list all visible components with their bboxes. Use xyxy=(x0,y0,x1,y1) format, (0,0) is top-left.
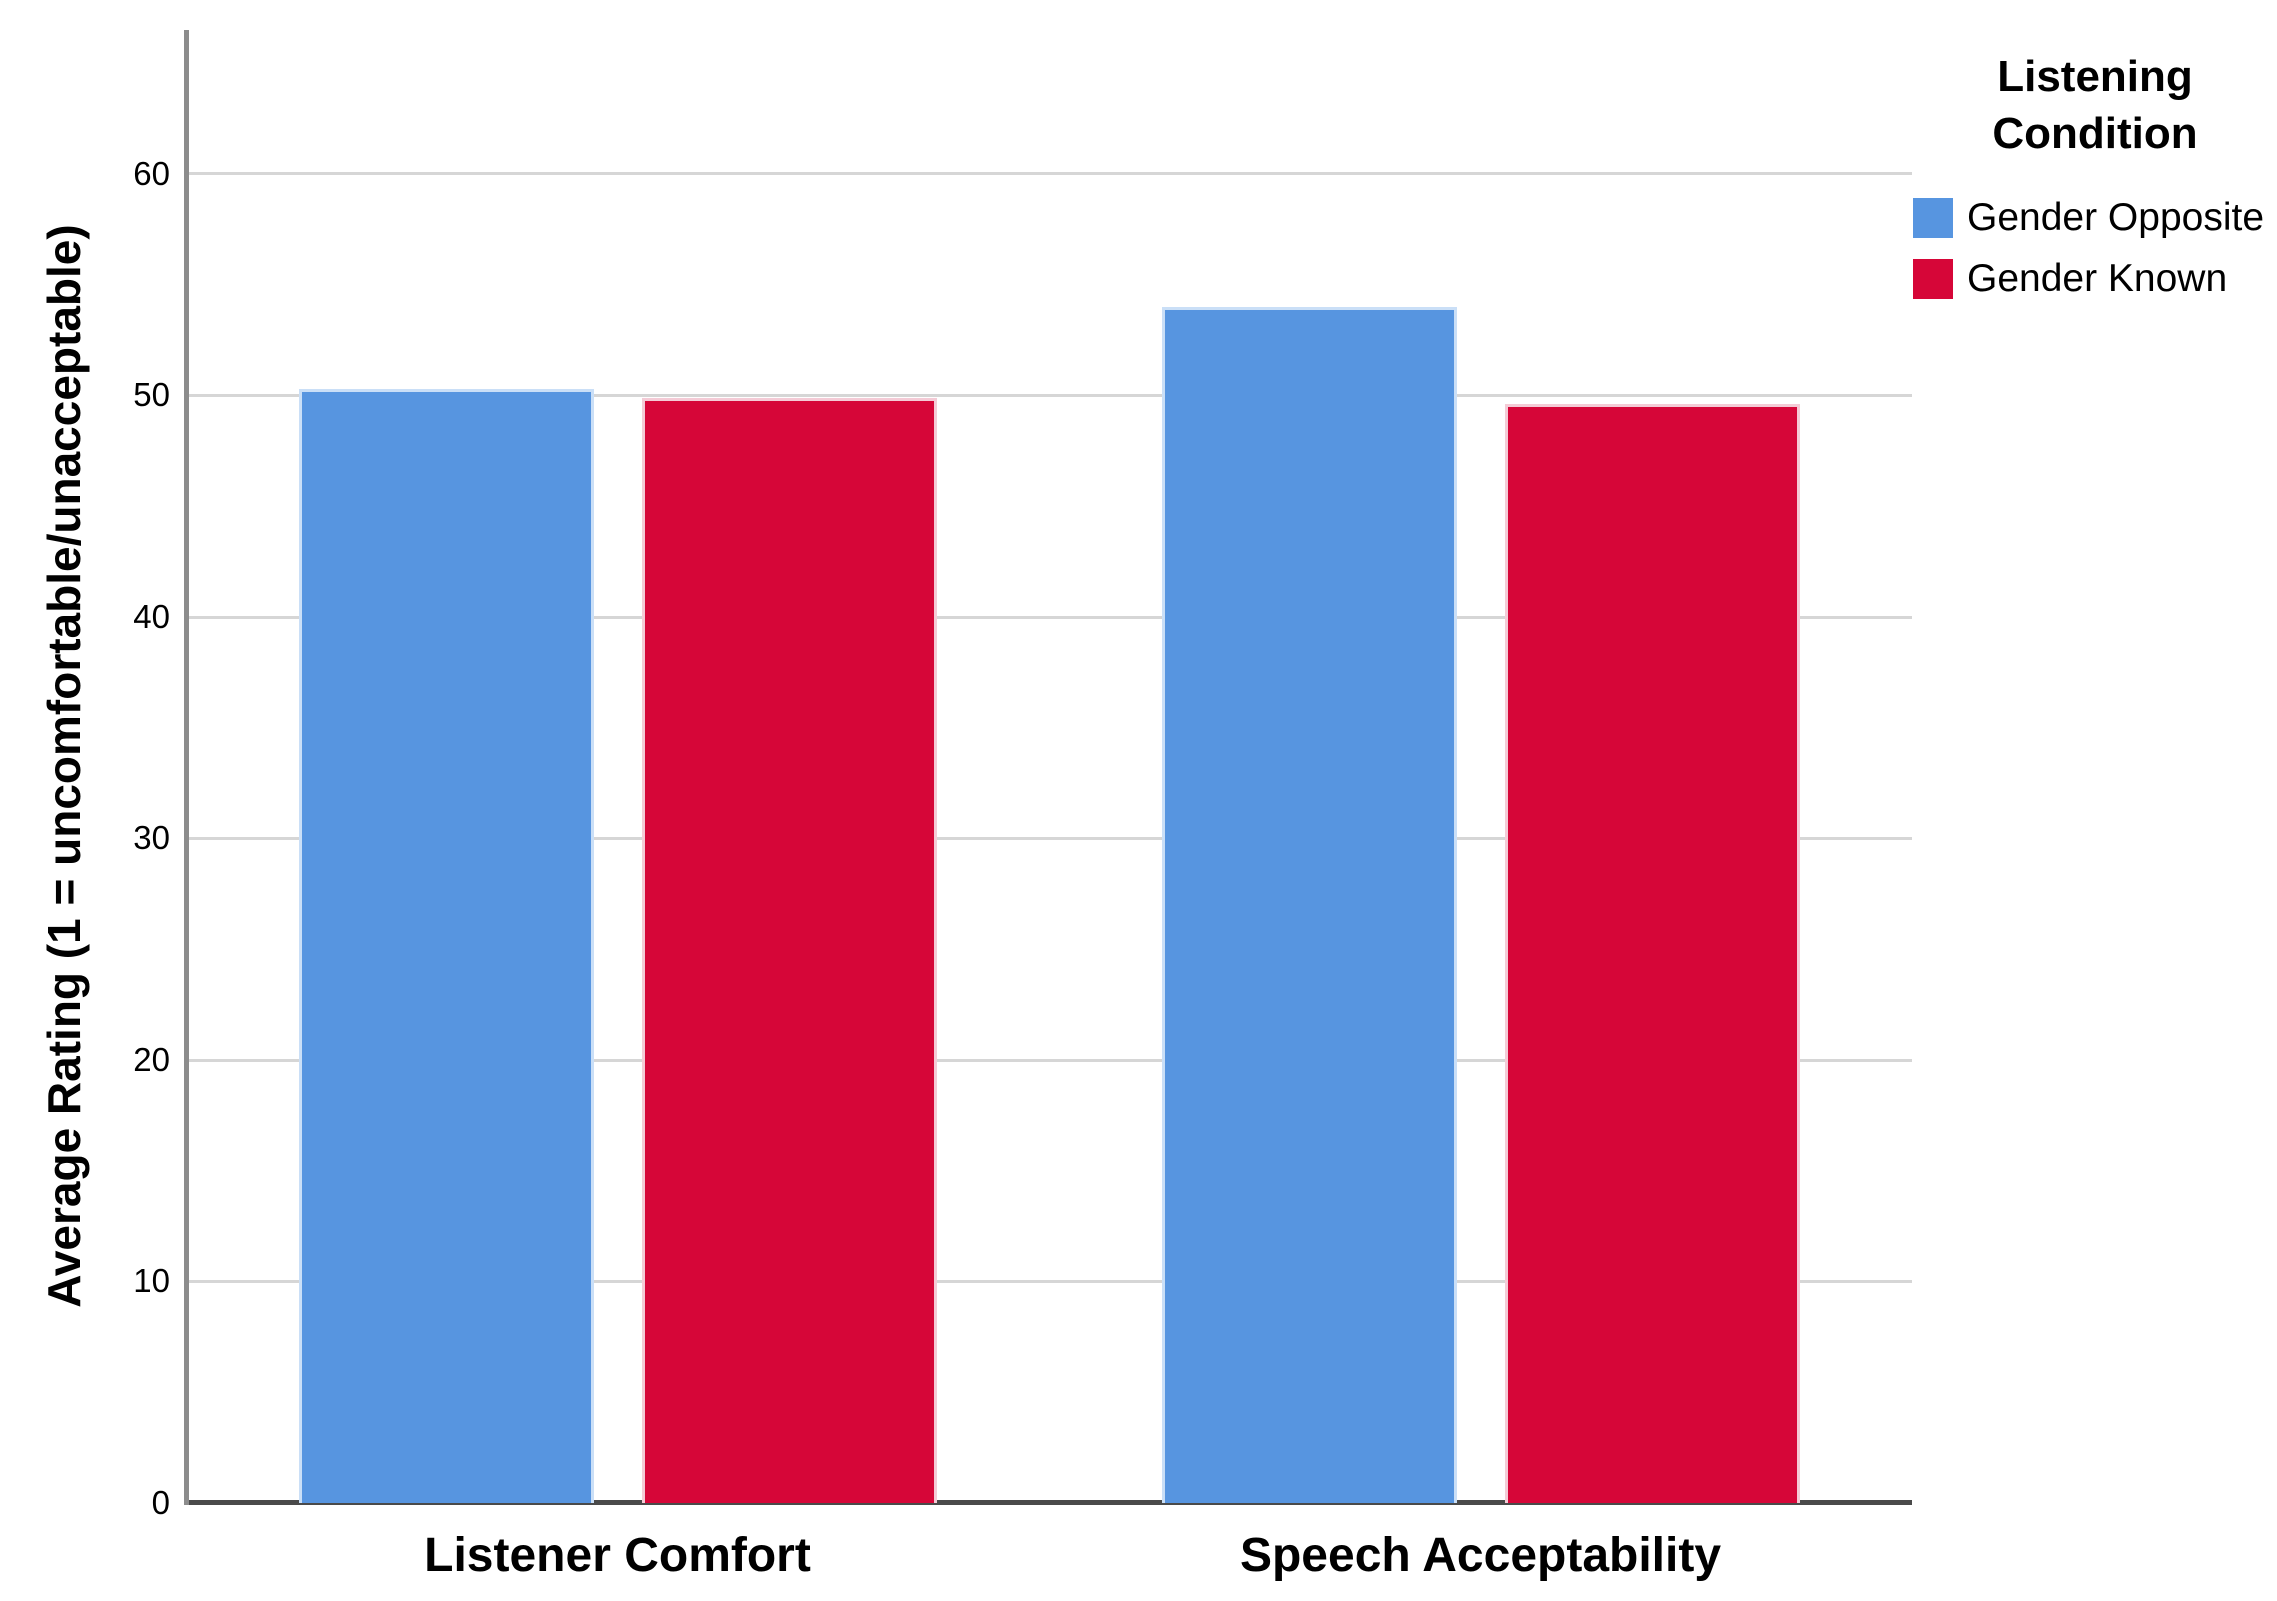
gridline-20 xyxy=(186,1058,1912,1062)
x-category-label-speech-acceptability: Speech Acceptability xyxy=(1239,1529,1722,1582)
gridline-60 xyxy=(186,172,1912,176)
legend-title-line2: Condition xyxy=(1992,109,2198,158)
bar-speech-acceptability-gender-known xyxy=(1504,404,1800,1503)
legend-title: Listening Condition xyxy=(1913,48,2277,162)
legend-item-label: Gender Known xyxy=(1967,257,2228,300)
y-tick-label-0: 0 xyxy=(151,1484,170,1521)
gridline-10 xyxy=(186,1280,1912,1283)
y-tick-label-30: 30 xyxy=(133,819,170,857)
bar-listener-comfort-gender-known xyxy=(641,397,937,1503)
gridline-50 xyxy=(186,393,1912,397)
x-axis-line xyxy=(184,1500,1912,1505)
y-tick-label-20: 20 xyxy=(133,1040,170,1078)
legend-title-line1: Listening xyxy=(1997,52,2193,101)
legend-item-gender-known: Gender Known xyxy=(1913,257,2277,301)
bar-listener-comfort-gender-opposite xyxy=(298,388,594,1503)
legend-swatch-gender-known xyxy=(1913,259,1953,299)
legend-swatch-gender-opposite xyxy=(1913,198,1953,238)
y-tick-label-60: 60 xyxy=(133,154,170,192)
gridline-40 xyxy=(186,615,1912,619)
y-tick-label-40: 40 xyxy=(133,597,170,635)
x-category-label-listener-comfort: Listener Comfort xyxy=(424,1529,811,1582)
legend-item-label: Gender Opposite xyxy=(1967,196,2265,239)
legend: Listening Condition Gender Opposite Gende… xyxy=(1913,48,2277,318)
gridline-30 xyxy=(186,837,1912,840)
y-tick-label-50: 50 xyxy=(133,376,170,414)
plot-area xyxy=(186,30,1912,1503)
bar-speech-acceptability-gender-opposite xyxy=(1161,306,1457,1503)
legend-item-gender-opposite: Gender Opposite xyxy=(1913,196,2277,240)
legend-items: Gender Opposite Gender Known xyxy=(1913,196,2277,301)
y-axis-line xyxy=(184,30,189,1505)
y-tick-label-10: 10 xyxy=(133,1262,170,1300)
